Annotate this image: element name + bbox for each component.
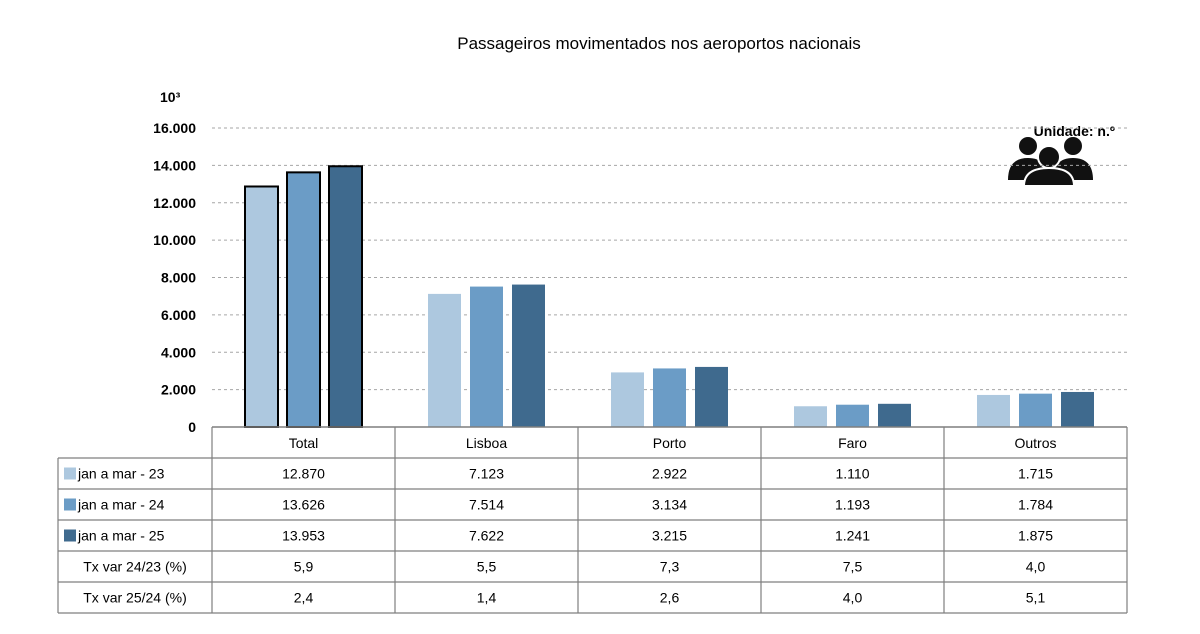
table-cell: 5,1 [1026, 590, 1046, 606]
series-label: jan a mar - 25 [77, 528, 165, 544]
table-cell: 1.110 [836, 466, 870, 482]
y-tick-label: 8.000 [161, 270, 196, 286]
gridlines [212, 127, 1127, 391]
table-cell: 5,5 [477, 559, 497, 575]
bar-lisboa-3 [512, 284, 545, 427]
bar-porto-3 [695, 366, 728, 427]
legend-swatch [64, 467, 76, 480]
table-cell: 1.875 [1018, 528, 1053, 544]
table-cell: 2,6 [660, 590, 680, 606]
table-cell: 1.193 [835, 497, 870, 513]
y-tick-label: 10.000 [153, 232, 196, 248]
table-cell: 4,0 [1026, 559, 1046, 575]
y-scale-label: 10³ [160, 89, 181, 105]
category-label: Outros [1014, 435, 1056, 451]
series-label: jan a mar - 24 [77, 497, 165, 513]
table-cell: 7,3 [660, 559, 680, 575]
y-tick-label: 0 [188, 419, 196, 435]
series-label: jan a mar - 23 [77, 466, 165, 482]
y-tick-label: 14.000 [153, 157, 196, 173]
table-cell: 1.784 [1018, 497, 1053, 513]
row-label: Tx var 25/24 (%) [83, 590, 186, 606]
bar-lisboa-2 [470, 286, 503, 427]
bar-outros-3 [1061, 391, 1094, 427]
y-tick-label: 12.000 [153, 195, 196, 211]
chart-title: Passageiros movimentados nos aeroportos … [457, 34, 861, 53]
y-axis-ticks: 16.000 14.000 12.000 10.000 8.000 6.000 4.000 2… [153, 120, 196, 435]
bar-total-3 [328, 165, 363, 428]
y-tick-label: 16.000 [153, 120, 196, 136]
table-cell: 7.514 [469, 497, 504, 513]
category-label: Lisboa [466, 435, 507, 451]
data-table: Total Lisboa Porto Faro Outros jan a mar - 23… [57, 426, 1128, 614]
bars [244, 165, 1094, 428]
bar-faro-1 [794, 406, 827, 427]
category-label: Faro [838, 435, 867, 451]
table-cell: 5,9 [294, 559, 314, 575]
bar-outros-2 [1019, 393, 1052, 427]
legend-swatch [64, 529, 76, 542]
bar-porto-2 [653, 368, 686, 427]
table-cell: 1,4 [477, 590, 497, 606]
bar-lisboa-1 [428, 293, 461, 427]
table-cell: 4,0 [843, 590, 863, 606]
legend-swatch [64, 498, 76, 511]
table-cell: 7.622 [469, 528, 504, 544]
bar-total-1 [244, 185, 279, 428]
table-cell: 2,4 [294, 590, 314, 606]
category-label: Porto [653, 435, 687, 451]
row-label: Tx var 24/23 (%) [83, 559, 186, 575]
table-cell: 7,5 [843, 559, 863, 575]
table-cell: 13.626 [282, 497, 325, 513]
people-group-icon [1008, 137, 1093, 187]
table-cell: 3.134 [652, 497, 687, 513]
bar-faro-3 [878, 403, 911, 427]
y-tick-label: 2.000 [161, 382, 196, 398]
table-cell: 12.870 [282, 466, 325, 482]
bar-total-2 [286, 171, 321, 428]
table-cell: 7.123 [469, 466, 504, 482]
y-tick-label: 6.000 [161, 307, 196, 323]
category-label: Total [289, 435, 319, 451]
y-tick-label: 4.000 [161, 344, 196, 360]
table-cell: 1.715 [1018, 466, 1053, 482]
bar-porto-1 [611, 372, 644, 427]
unit-label: Unidade: n.º [1034, 123, 1115, 139]
bar-faro-2 [836, 404, 869, 427]
bar-outros-1 [977, 394, 1010, 427]
table-cell: 1.241 [835, 528, 870, 544]
table-cell: 2.922 [652, 466, 687, 482]
table-cell: 13.953 [282, 528, 325, 544]
table-cell: 3.215 [652, 528, 687, 544]
